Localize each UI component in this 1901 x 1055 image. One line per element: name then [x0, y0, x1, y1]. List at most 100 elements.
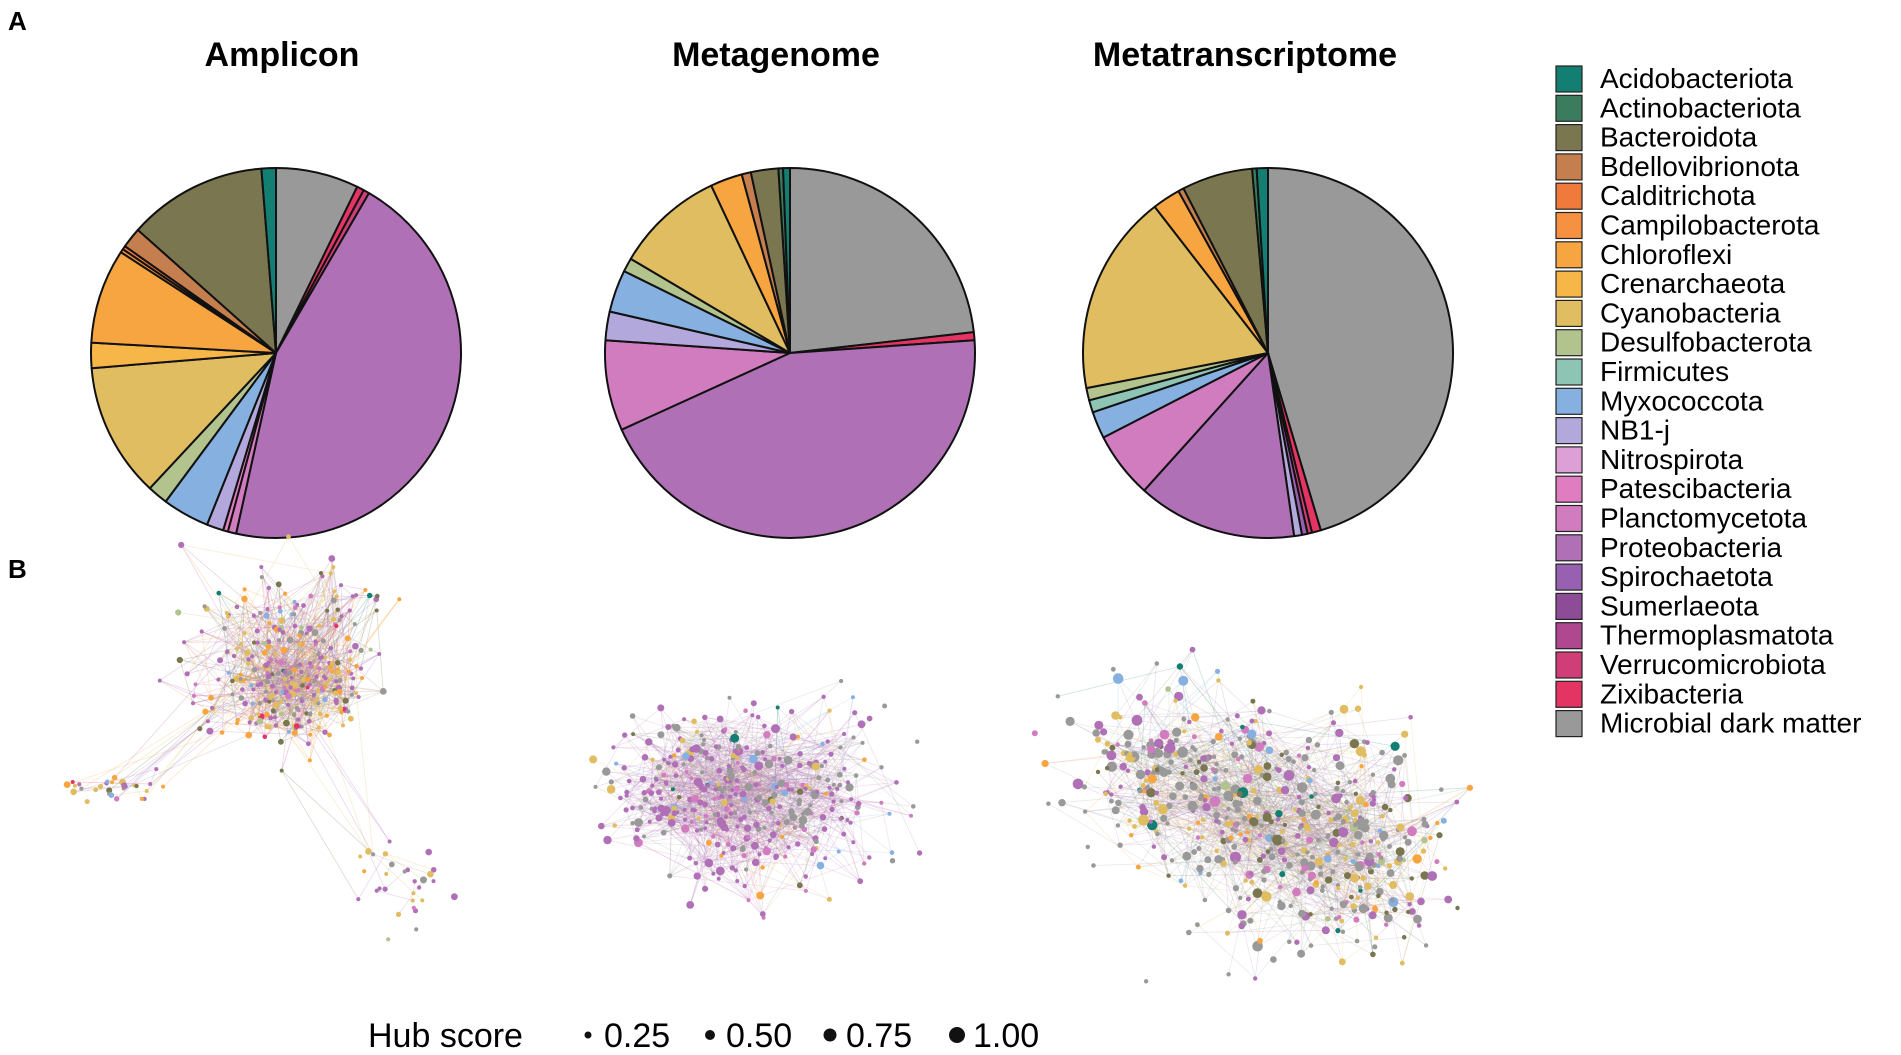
network-node [1313, 791, 1318, 796]
network-edge [1069, 721, 1135, 756]
network-node [1211, 754, 1217, 759]
network-node [801, 826, 808, 833]
network-node [1238, 832, 1243, 837]
network-node [1246, 813, 1252, 820]
network-node [292, 623, 298, 629]
network-node [716, 715, 724, 723]
network-edge [689, 781, 699, 859]
network-edge [1150, 821, 1305, 851]
network-edge [697, 781, 760, 855]
network-edge [611, 781, 719, 799]
network-node [1119, 762, 1127, 771]
network-node [1279, 752, 1285, 757]
network-edge [1218, 736, 1265, 881]
network-node [1420, 871, 1429, 880]
network-node [1354, 861, 1360, 867]
network-node [662, 757, 667, 762]
network-node [820, 741, 825, 747]
network-node [246, 657, 251, 662]
network-node [699, 733, 704, 738]
network-node [328, 645, 334, 651]
network-edges [66, 536, 434, 915]
network-edge [775, 827, 796, 857]
network-edge [180, 544, 265, 667]
network-edge [694, 759, 789, 811]
network-node [1232, 860, 1238, 865]
network-edge [803, 768, 845, 786]
network-node [311, 692, 317, 698]
network-edge [1271, 821, 1433, 877]
network-edge [285, 643, 304, 687]
network-edge [799, 742, 863, 801]
network-edge [1048, 803, 1186, 887]
pie-slice-bacteroidota [136, 167, 277, 354]
network-edge [1184, 747, 1193, 886]
network-edge [1240, 834, 1313, 876]
pie-slice-chloroflexi [90, 251, 277, 354]
network-node [1224, 815, 1229, 820]
network-node [234, 604, 240, 610]
network-node [783, 755, 793, 765]
network-edge [278, 584, 357, 694]
network-node [1466, 784, 1473, 791]
network-edge [1307, 819, 1356, 853]
network-edge [1104, 680, 1184, 753]
network-node [724, 815, 728, 819]
network-node [675, 747, 681, 753]
network-node [1129, 833, 1134, 838]
network-edge [1266, 813, 1354, 907]
network-edge [244, 587, 270, 704]
network-edge [1230, 722, 1334, 800]
network-node [705, 839, 712, 846]
network-node [84, 799, 90, 805]
network-edge [736, 788, 882, 804]
network-edge [242, 607, 281, 681]
network-node [819, 763, 824, 769]
network-node [1186, 929, 1192, 936]
network-edge [1247, 839, 1306, 869]
network-edge [193, 691, 286, 697]
network-edge [754, 762, 817, 846]
network-node [1340, 818, 1346, 825]
network-node [1353, 822, 1358, 828]
network-edge [1228, 795, 1258, 817]
network-edge [606, 771, 701, 786]
network-edge [218, 593, 238, 724]
network-edge [1175, 719, 1228, 741]
network-edge [1202, 806, 1351, 838]
network-node [161, 784, 166, 789]
network-edge [1370, 755, 1405, 872]
network-edge [1115, 710, 1270, 716]
network-node [1439, 787, 1444, 792]
network-node [354, 593, 359, 598]
network-node [299, 698, 305, 704]
network-edge [773, 758, 890, 815]
legend-label-firmicutes: Firmicutes [1600, 356, 1729, 387]
network-edge [1361, 842, 1374, 955]
network-edge [742, 758, 775, 850]
network-edge [742, 736, 794, 848]
network-edge [640, 807, 749, 901]
network-node [1412, 854, 1422, 864]
network-edge [1241, 756, 1303, 873]
network-edge [204, 606, 336, 694]
network-edge [1336, 832, 1361, 866]
network-edge [649, 821, 767, 852]
network-edge [725, 777, 833, 810]
network-edge [309, 566, 334, 629]
network-edge [1197, 837, 1271, 850]
network-edge [829, 787, 865, 864]
network-node [1280, 786, 1290, 795]
network-edge [226, 651, 330, 736]
network-edge [1296, 891, 1357, 921]
network-edge [784, 753, 801, 857]
network-node [1417, 897, 1425, 906]
network-node [1204, 856, 1212, 864]
network-edge [1271, 821, 1380, 855]
network-edge [213, 703, 246, 710]
network-edge [322, 653, 380, 690]
network-node [681, 824, 690, 833]
network-node [589, 755, 598, 764]
network-edge [116, 689, 243, 800]
network-edge [301, 690, 319, 702]
